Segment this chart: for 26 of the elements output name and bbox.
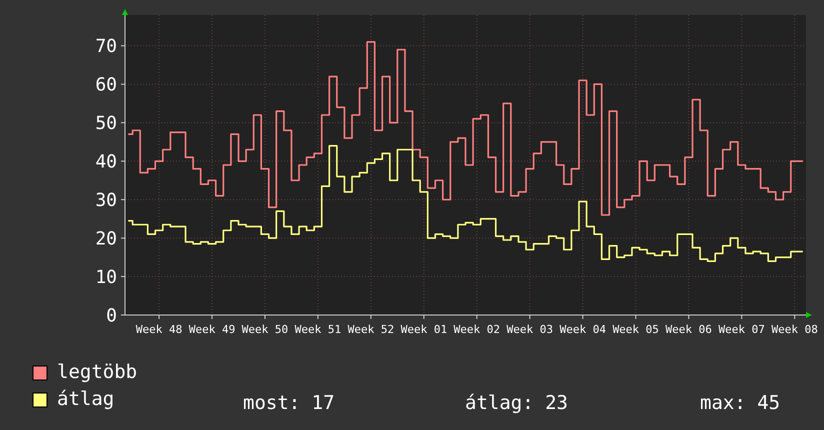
x-tick-label: Week 07 xyxy=(718,323,765,336)
y-tick-label: 70 xyxy=(95,36,117,58)
legend-label: legtöbb xyxy=(57,361,138,383)
x-tick-label: Week 50 xyxy=(242,323,288,336)
x-tick-label: Week 52 xyxy=(348,323,394,336)
y-tick-label: 0 xyxy=(106,305,117,326)
y-tick-label: 60 xyxy=(95,74,117,96)
text: max: 45 xyxy=(700,392,780,414)
x-tick-label: Week 05 xyxy=(612,323,659,336)
x-tick-label: Week 01 xyxy=(400,323,448,336)
y-tick-label: 10 xyxy=(95,266,117,288)
x-tick-label: Week 48 xyxy=(136,323,182,336)
x-tick-label: Week 03 xyxy=(506,323,553,336)
y-tick-label: 30 xyxy=(95,190,117,211)
legend-label: átlag xyxy=(57,388,114,410)
text: most: 17 xyxy=(243,392,335,414)
y-tick-label: 20 xyxy=(95,228,117,250)
x-tick-label: Week 06 xyxy=(666,323,712,336)
x-tick-label: Week 51 xyxy=(294,323,342,336)
y-tick-label: 40 xyxy=(95,151,117,172)
x-tick-label: Week 49 xyxy=(188,323,236,336)
text: átlag: 23 xyxy=(465,392,568,414)
x-tick-label: Week 08 xyxy=(771,323,818,336)
x-tick-label: Week 02 xyxy=(454,323,500,336)
x-tick-label: Week 04 xyxy=(560,323,606,336)
y-tick-label: 50 xyxy=(95,112,117,134)
